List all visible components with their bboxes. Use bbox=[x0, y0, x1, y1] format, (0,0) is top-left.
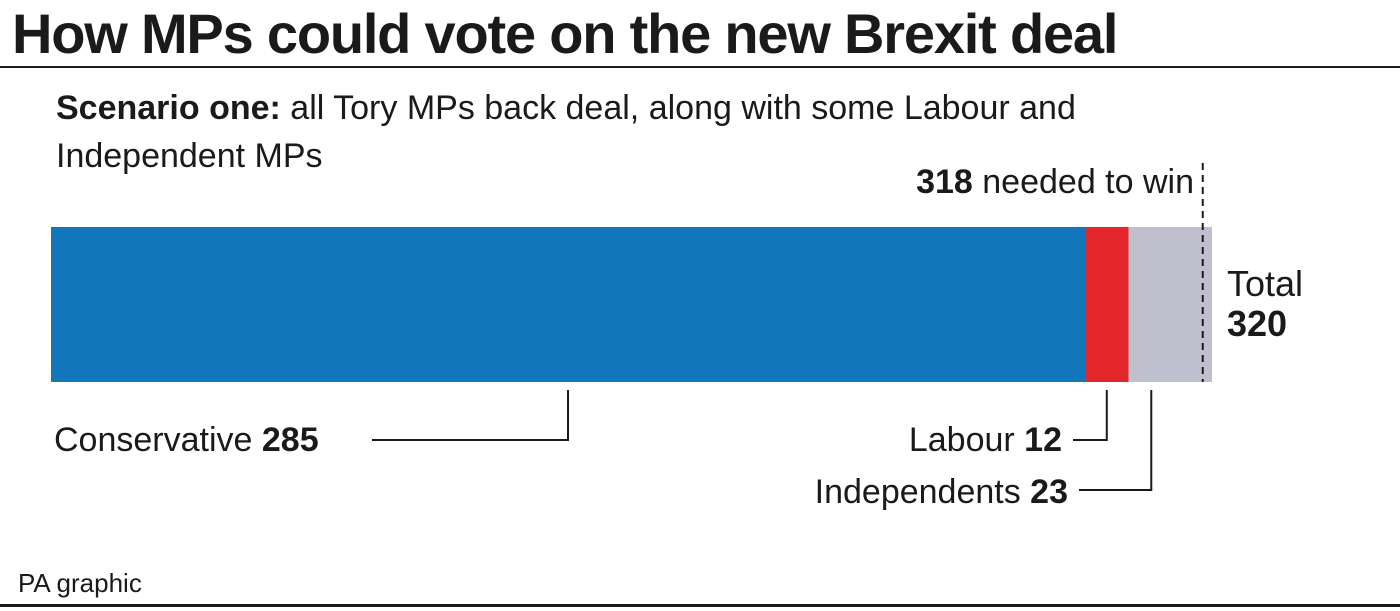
leader-conservative bbox=[372, 390, 570, 441]
chart-title: How MPs could vote on the new Brexit dea… bbox=[12, 2, 1118, 65]
label-independents-value: 23 bbox=[1030, 473, 1068, 511]
label-labour-value: 12 bbox=[1024, 421, 1062, 459]
subtitle-text: all Tory MPs back deal, along with some … bbox=[56, 89, 1076, 175]
threshold-text: needed to win bbox=[972, 163, 1194, 201]
bar-segment-independents bbox=[1128, 227, 1212, 382]
threshold-value: 318 bbox=[916, 163, 973, 201]
total-value: 320 bbox=[1227, 303, 1288, 344]
subtitle-lead: Scenario one: bbox=[56, 89, 281, 127]
bar-segment-conservative bbox=[51, 227, 1086, 382]
label-conservative-name: Conservative bbox=[54, 421, 253, 459]
bar-segment-labour bbox=[1085, 227, 1129, 382]
source-credit: PA graphic bbox=[18, 568, 142, 598]
threshold-label: 318 needed to win bbox=[916, 160, 1194, 204]
label-conservative-value: 285 bbox=[261, 421, 319, 459]
label-independents: Independents 23 bbox=[815, 470, 1068, 514]
label-labour-name: Labour bbox=[908, 421, 1015, 459]
label-labour: Labour 12 bbox=[909, 418, 1062, 462]
label-conservative: Conservative 285 bbox=[54, 418, 319, 462]
leader-labour bbox=[1073, 390, 1108, 441]
bottom-divider bbox=[0, 604, 1400, 607]
label-independents-name: Independents bbox=[814, 473, 1021, 511]
total-label: Total bbox=[1227, 263, 1304, 304]
title-divider bbox=[0, 66, 1400, 68]
leader-independents bbox=[1079, 390, 1153, 491]
chart-subtitle: Scenario one: all Tory MPs back deal, al… bbox=[56, 84, 1176, 180]
